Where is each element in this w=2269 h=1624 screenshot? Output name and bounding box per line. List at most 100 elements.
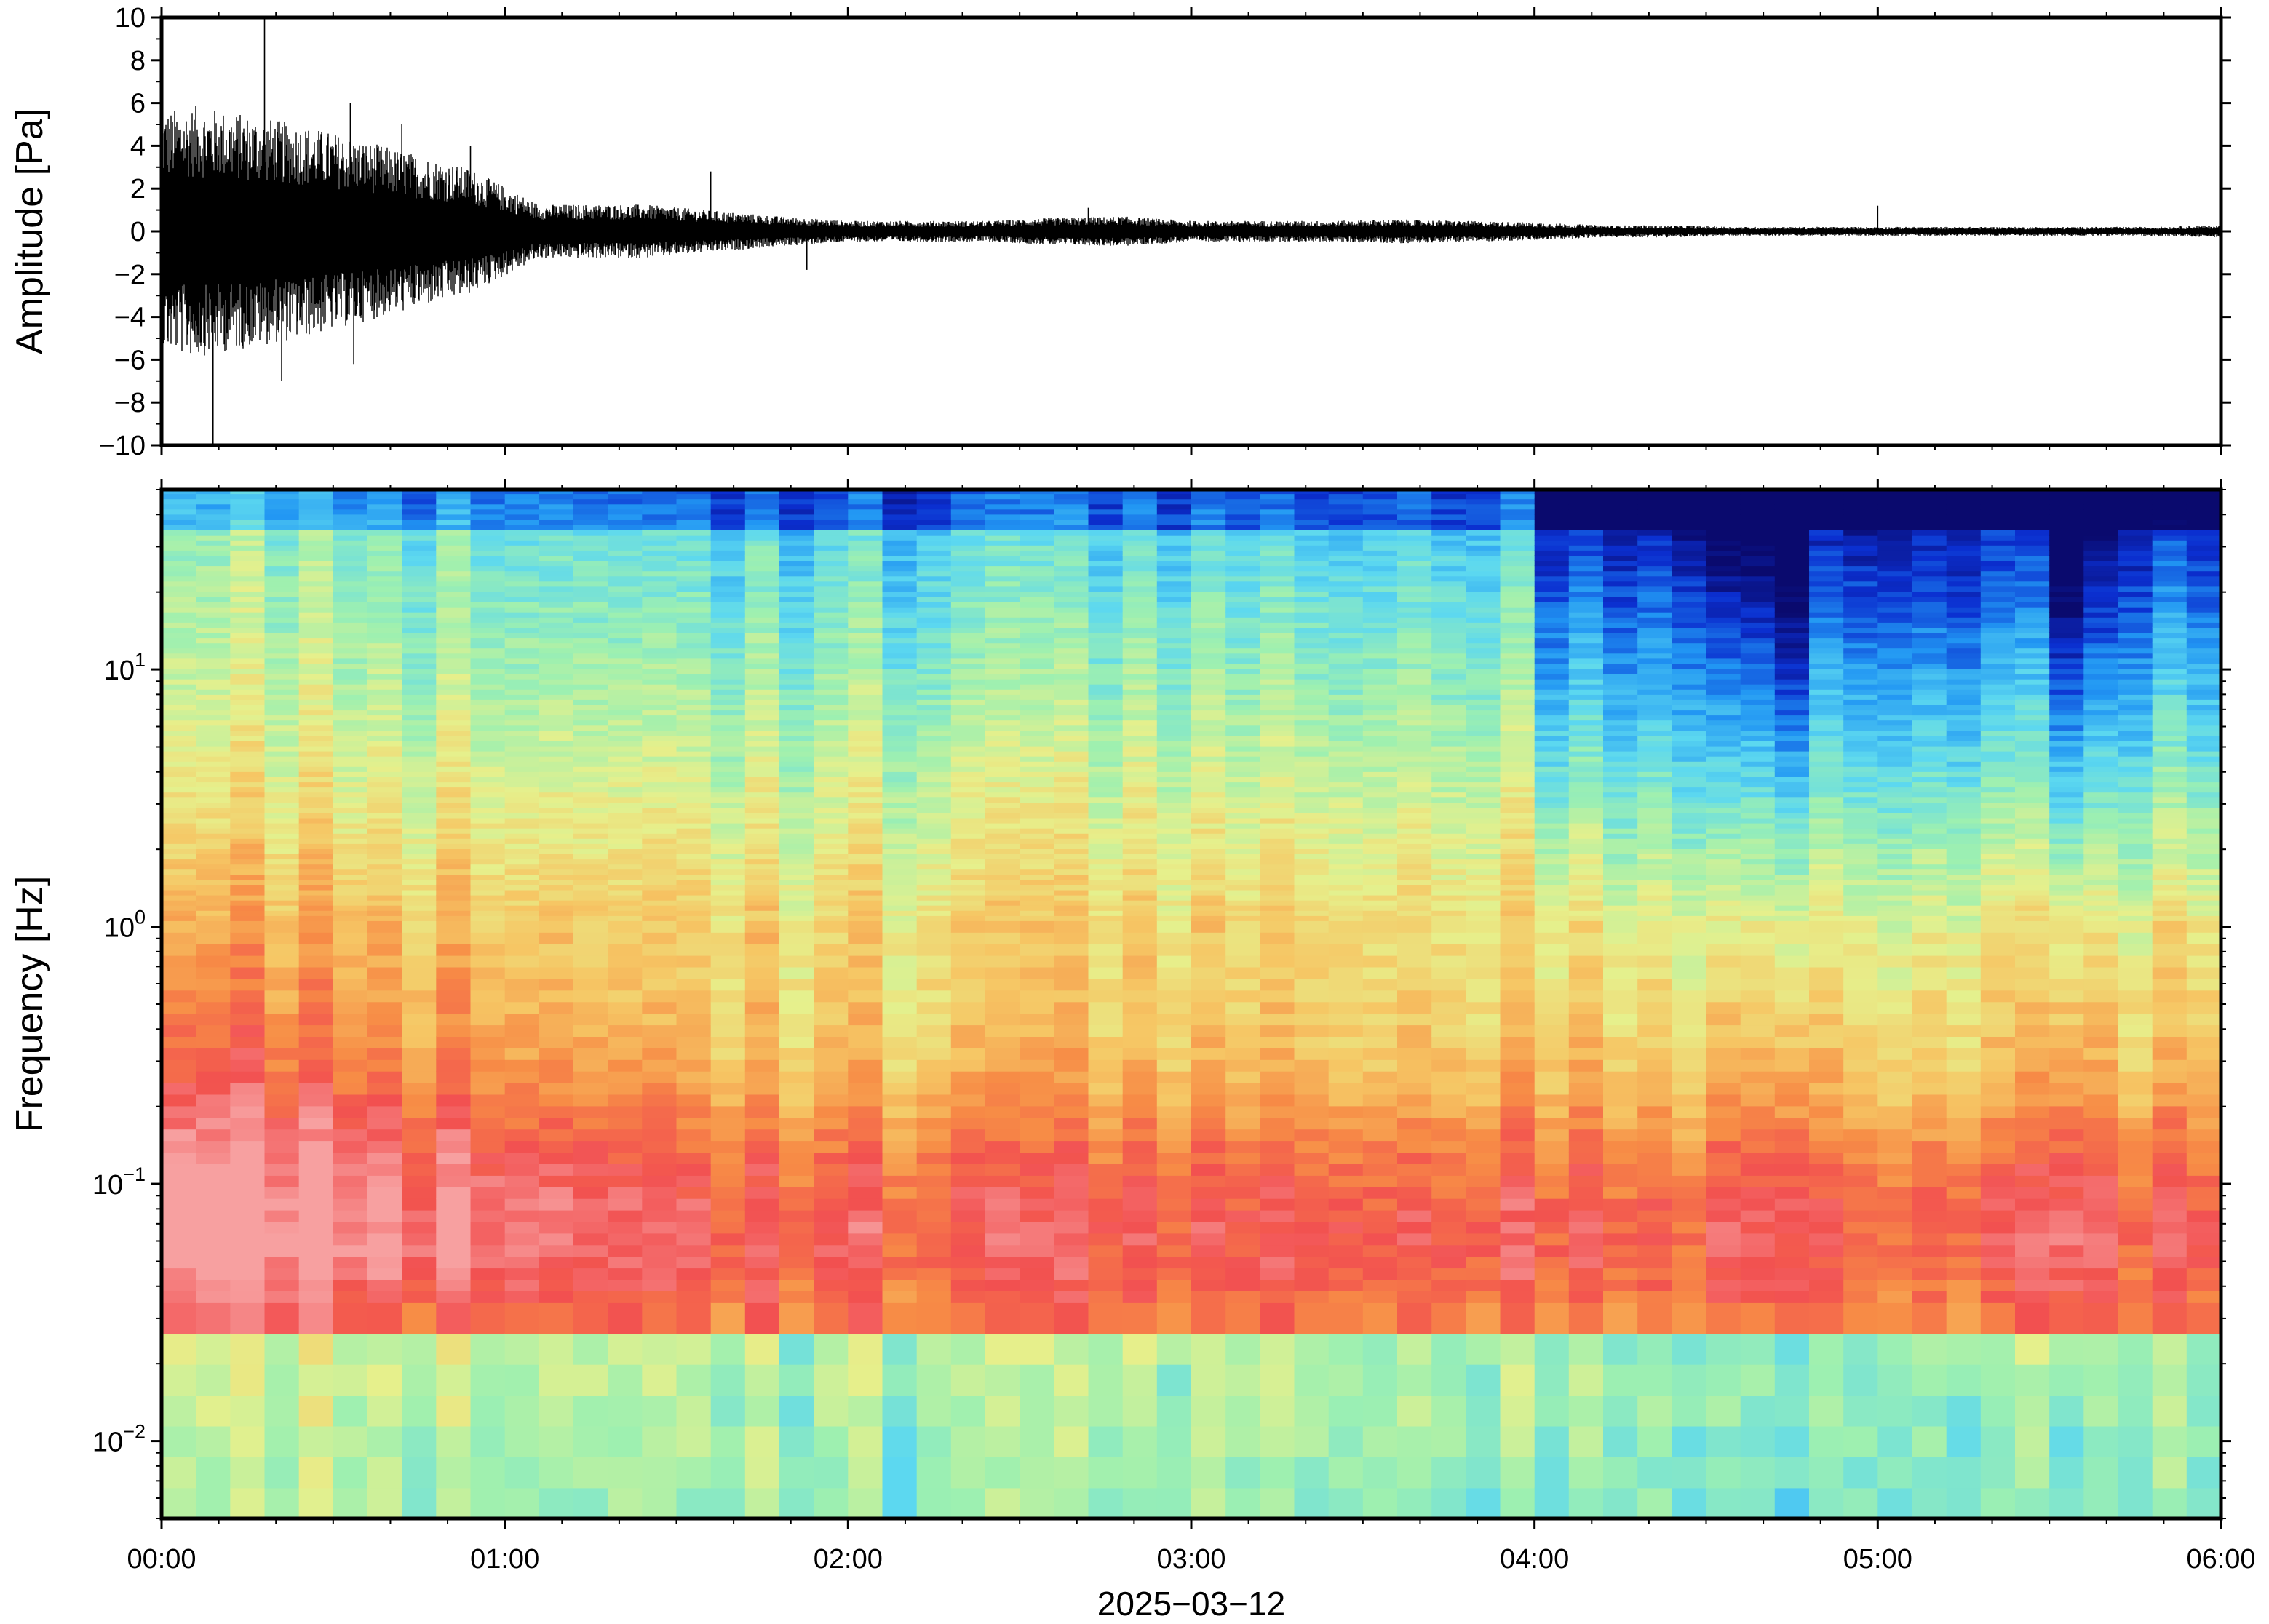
spectrogram-cell	[814, 1457, 849, 1489]
spectrogram-cell	[162, 827, 196, 834]
spectrogram-cell	[1054, 689, 1089, 695]
spectrogram-cell	[333, 750, 368, 757]
spectrogram-cell	[1466, 1302, 1501, 1334]
spectrogram-cell	[608, 943, 643, 956]
spectrogram-cell	[1260, 1221, 1295, 1234]
spectrogram-cell	[642, 622, 677, 628]
spectrogram-cell	[985, 853, 1020, 860]
spectrogram-cell	[1294, 766, 1330, 772]
spectrogram-cell	[298, 586, 334, 592]
spectrogram-cell	[1225, 627, 1261, 633]
spectrogram-cell	[1362, 822, 1398, 829]
spectrogram-cell	[1088, 663, 1124, 669]
spectrogram-cell	[985, 694, 1020, 700]
spectrogram-cell	[916, 797, 952, 803]
spectrogram-cell	[1225, 524, 1261, 530]
spectrogram-cell	[1328, 1279, 1364, 1291]
spectrogram-cell	[642, 760, 677, 767]
spectrogram-cell	[1397, 493, 1432, 500]
spectrogram-cell	[1294, 750, 1330, 757]
spectrogram-cell	[642, 755, 677, 762]
spectrogram-cell	[1362, 1059, 1398, 1072]
spectrogram-cell	[1362, 1267, 1398, 1280]
spectrogram-cell	[608, 1395, 643, 1427]
spectrogram-cell	[1328, 1059, 1364, 1072]
spectrogram-cell	[264, 915, 300, 921]
spectrogram-cell	[1191, 787, 1226, 793]
spectrogram-cell	[1225, 570, 1261, 577]
spectrogram-cell	[1054, 1425, 1089, 1457]
spectrogram-cell	[367, 1302, 402, 1334]
spectrogram-cell	[744, 1395, 780, 1427]
spectrogram-cell	[333, 596, 368, 602]
spectrogram-cell	[1362, 1082, 1398, 1095]
spectrogram-cell	[1122, 812, 1158, 819]
spectrogram-cell	[1054, 1013, 1089, 1026]
spectrogram-cell	[779, 586, 814, 592]
spectrogram-cell	[1020, 555, 1055, 561]
spectrogram-cell	[367, 735, 402, 741]
spectrogram-cell	[162, 978, 196, 991]
spectrogram-cell	[1020, 781, 1055, 788]
spectrogram-cell	[779, 879, 814, 885]
spectrogram-cell	[539, 627, 574, 633]
spectrogram-cell	[676, 570, 712, 577]
spectrogram-cell	[333, 766, 368, 772]
spectrogram-cell	[1020, 735, 1055, 741]
spectrogram-cell	[950, 1070, 986, 1083]
spectrogram-cell	[1225, 802, 1261, 808]
spectrogram-cell	[916, 1117, 952, 1130]
spectrogram-cell	[367, 678, 402, 685]
spectrogram-cell	[436, 1001, 472, 1014]
spectrogram-cell	[1122, 1036, 1158, 1048]
spectrogram-cell	[814, 611, 849, 618]
spectrogram-cell	[539, 827, 574, 834]
spectrogram-cell	[264, 678, 300, 685]
spectrogram-cell	[402, 1117, 437, 1130]
spectrogram-cell	[848, 1279, 883, 1291]
spectrogram-cell	[744, 617, 780, 623]
spectrogram-cell	[779, 853, 814, 860]
spectrogram-cell	[1397, 632, 1432, 639]
spectrogram-cell	[436, 1291, 472, 1303]
spectrogram-cell	[1431, 807, 1467, 813]
spectrogram-cell	[985, 637, 1020, 644]
spectrogram-cell	[1362, 853, 1398, 860]
spectrogram-cell	[950, 642, 986, 649]
spectrogram-cell	[367, 869, 402, 875]
spectrogram-cell	[1191, 1152, 1226, 1164]
spectrogram-cell	[436, 637, 472, 644]
spectrogram-cell	[470, 1198, 506, 1211]
spectrogram-cell	[230, 555, 266, 561]
spectrogram-cell	[1156, 611, 1192, 618]
spectrogram-cell	[1397, 529, 1432, 536]
spectrogram-cell	[1294, 771, 1330, 777]
spectrogram-cell	[1020, 1187, 1055, 1199]
spectrogram-cell	[1191, 745, 1226, 752]
spectrogram-cell	[848, 932, 883, 944]
spectrogram-cell	[882, 730, 918, 736]
spectrogram-cell	[1191, 1082, 1226, 1095]
spectrogram-cell	[744, 1364, 780, 1396]
spectrogram-cell	[1122, 760, 1158, 767]
spectrogram-cell	[710, 1105, 746, 1118]
spectrogram-cell	[1020, 822, 1055, 829]
spectrogram-cell	[470, 642, 506, 649]
spectrogram-cell	[1294, 606, 1330, 613]
spectrogram-cell	[1225, 519, 1261, 525]
spectrogram-cell	[1225, 720, 1261, 726]
spectrogram-cell	[814, 586, 849, 592]
spectrogram-cell	[298, 1094, 334, 1107]
spectrogram-cell	[402, 1425, 437, 1457]
spectrogram-cell	[1260, 1024, 1295, 1037]
spectrogram-cell	[710, 1001, 746, 1014]
spectrogram-cell	[470, 1001, 506, 1014]
spectrogram-cell	[298, 1209, 334, 1222]
spectrogram-cell	[779, 955, 814, 968]
spectrogram-cell	[916, 766, 952, 772]
spectrogram-cell	[573, 725, 608, 731]
spectrogram-cell	[882, 812, 918, 819]
spectrogram-cell	[162, 498, 196, 505]
spectrogram-cell	[710, 565, 746, 572]
spectrogram-cell	[814, 1267, 849, 1280]
